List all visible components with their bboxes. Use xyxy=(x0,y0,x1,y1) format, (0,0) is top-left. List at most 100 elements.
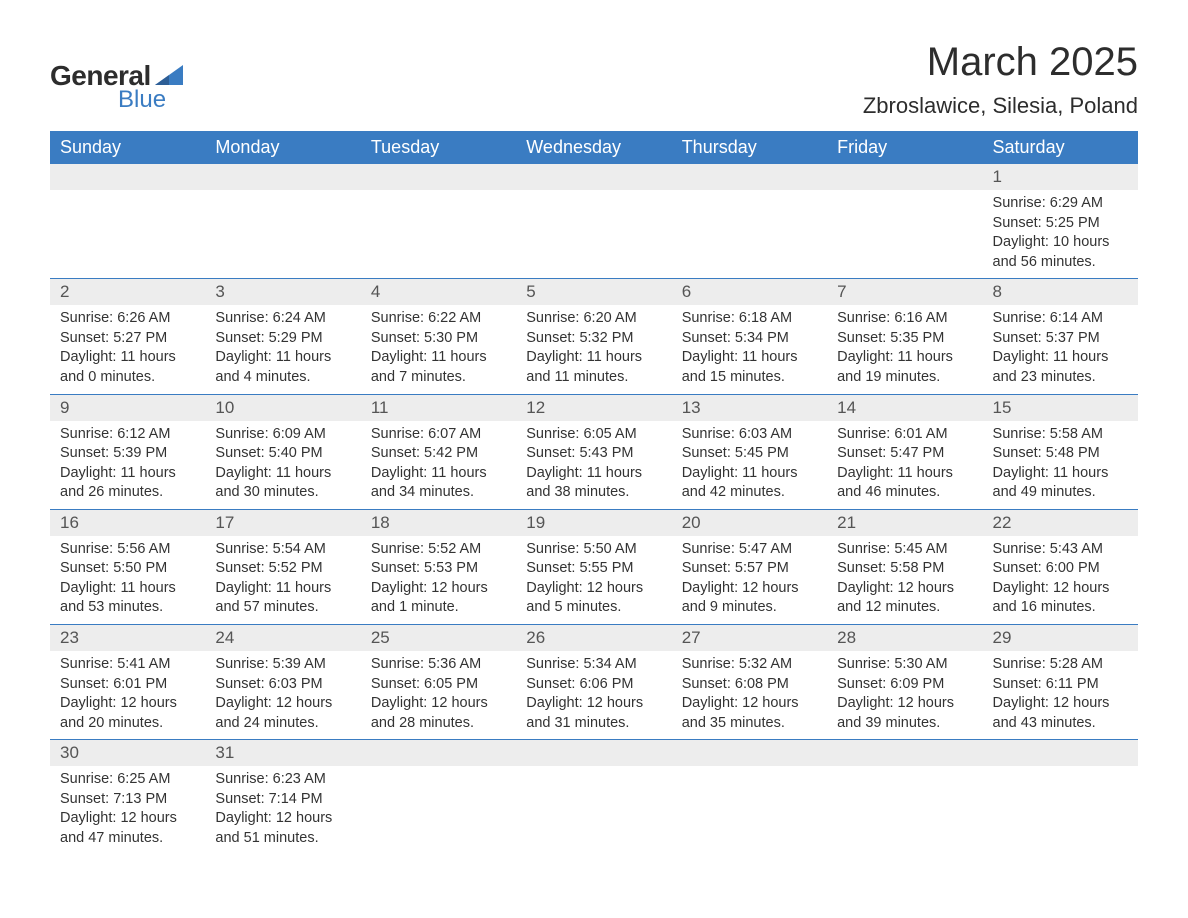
day-number: 5 xyxy=(516,279,671,305)
title-block: March 2025 Zbroslawice, Silesia, Poland xyxy=(863,40,1138,119)
calendar-day-cell: 11Sunrise: 6:07 AMSunset: 5:42 PMDayligh… xyxy=(361,394,516,509)
weekday-header: Tuesday xyxy=(361,131,516,164)
day-details: Sunrise: 5:52 AMSunset: 5:53 PMDaylight:… xyxy=(361,536,516,624)
day-number xyxy=(672,164,827,190)
day-details xyxy=(672,766,827,786)
day-details: Sunrise: 6:22 AMSunset: 5:30 PMDaylight:… xyxy=(361,305,516,393)
calendar-day-cell: 1Sunrise: 6:29 AMSunset: 5:25 PMDaylight… xyxy=(983,164,1138,279)
calendar-day-cell: 25Sunrise: 5:36 AMSunset: 6:05 PMDayligh… xyxy=(361,625,516,740)
day-details: Sunrise: 5:39 AMSunset: 6:03 PMDaylight:… xyxy=(205,651,360,739)
calendar-week-row: 23Sunrise: 5:41 AMSunset: 6:01 PMDayligh… xyxy=(50,625,1138,740)
calendar-day-cell: 13Sunrise: 6:03 AMSunset: 5:45 PMDayligh… xyxy=(672,394,827,509)
day-number xyxy=(983,740,1138,766)
calendar-week-row: 9Sunrise: 6:12 AMSunset: 5:39 PMDaylight… xyxy=(50,394,1138,509)
day-details: Sunrise: 6:29 AMSunset: 5:25 PMDaylight:… xyxy=(983,190,1138,278)
day-details: Sunrise: 6:26 AMSunset: 5:27 PMDaylight:… xyxy=(50,305,205,393)
day-number: 14 xyxy=(827,395,982,421)
calendar-day-cell xyxy=(827,164,982,279)
day-number xyxy=(361,740,516,766)
calendar-day-cell: 6Sunrise: 6:18 AMSunset: 5:34 PMDaylight… xyxy=(672,279,827,394)
day-details xyxy=(361,766,516,786)
calendar-day-cell: 15Sunrise: 5:58 AMSunset: 5:48 PMDayligh… xyxy=(983,394,1138,509)
day-details xyxy=(827,766,982,786)
calendar-day-cell xyxy=(361,740,516,855)
day-number: 2 xyxy=(50,279,205,305)
calendar-day-cell: 10Sunrise: 6:09 AMSunset: 5:40 PMDayligh… xyxy=(205,394,360,509)
day-number: 21 xyxy=(827,510,982,536)
month-title: March 2025 xyxy=(863,40,1138,85)
day-details xyxy=(827,190,982,210)
day-number: 20 xyxy=(672,510,827,536)
day-details xyxy=(672,190,827,210)
calendar-day-cell: 26Sunrise: 5:34 AMSunset: 6:06 PMDayligh… xyxy=(516,625,671,740)
day-details: Sunrise: 5:36 AMSunset: 6:05 PMDaylight:… xyxy=(361,651,516,739)
day-details: Sunrise: 5:30 AMSunset: 6:09 PMDaylight:… xyxy=(827,651,982,739)
day-number xyxy=(672,740,827,766)
calendar-day-cell: 22Sunrise: 5:43 AMSunset: 6:00 PMDayligh… xyxy=(983,509,1138,624)
calendar-day-cell xyxy=(672,740,827,855)
calendar-day-cell: 5Sunrise: 6:20 AMSunset: 5:32 PMDaylight… xyxy=(516,279,671,394)
logo-text-blue: Blue xyxy=(118,86,166,114)
calendar-day-cell: 29Sunrise: 5:28 AMSunset: 6:11 PMDayligh… xyxy=(983,625,1138,740)
day-number: 28 xyxy=(827,625,982,651)
day-number: 19 xyxy=(516,510,671,536)
weekday-header: Monday xyxy=(205,131,360,164)
calendar-day-cell: 2Sunrise: 6:26 AMSunset: 5:27 PMDaylight… xyxy=(50,279,205,394)
calendar-day-cell: 9Sunrise: 6:12 AMSunset: 5:39 PMDaylight… xyxy=(50,394,205,509)
day-number: 1 xyxy=(983,164,1138,190)
calendar-table: Sunday Monday Tuesday Wednesday Thursday… xyxy=(50,131,1138,855)
day-number: 10 xyxy=(205,395,360,421)
day-number: 25 xyxy=(361,625,516,651)
day-details: Sunrise: 5:41 AMSunset: 6:01 PMDaylight:… xyxy=(50,651,205,739)
calendar-day-cell: 4Sunrise: 6:22 AMSunset: 5:30 PMDaylight… xyxy=(361,279,516,394)
day-number xyxy=(516,164,671,190)
weekday-header: Friday xyxy=(827,131,982,164)
day-details xyxy=(983,766,1138,786)
calendar-day-cell xyxy=(516,164,671,279)
calendar-day-cell: 21Sunrise: 5:45 AMSunset: 5:58 PMDayligh… xyxy=(827,509,982,624)
calendar-week-row: 30Sunrise: 6:25 AMSunset: 7:13 PMDayligh… xyxy=(50,740,1138,855)
calendar-day-cell: 3Sunrise: 6:24 AMSunset: 5:29 PMDaylight… xyxy=(205,279,360,394)
calendar-day-cell: 7Sunrise: 6:16 AMSunset: 5:35 PMDaylight… xyxy=(827,279,982,394)
day-details: Sunrise: 6:03 AMSunset: 5:45 PMDaylight:… xyxy=(672,421,827,509)
day-number: 18 xyxy=(361,510,516,536)
day-number xyxy=(205,164,360,190)
day-number: 12 xyxy=(516,395,671,421)
day-details: Sunrise: 5:34 AMSunset: 6:06 PMDaylight:… xyxy=(516,651,671,739)
weekday-header: Sunday xyxy=(50,131,205,164)
calendar-day-cell xyxy=(983,740,1138,855)
calendar-day-cell: 24Sunrise: 5:39 AMSunset: 6:03 PMDayligh… xyxy=(205,625,360,740)
calendar-week-row: 16Sunrise: 5:56 AMSunset: 5:50 PMDayligh… xyxy=(50,509,1138,624)
weekday-header: Wednesday xyxy=(516,131,671,164)
location: Zbroslawice, Silesia, Poland xyxy=(863,93,1138,119)
day-number: 30 xyxy=(50,740,205,766)
day-number: 22 xyxy=(983,510,1138,536)
day-number: 29 xyxy=(983,625,1138,651)
day-number: 27 xyxy=(672,625,827,651)
day-number: 17 xyxy=(205,510,360,536)
day-number xyxy=(50,164,205,190)
weekday-header: Saturday xyxy=(983,131,1138,164)
day-number: 7 xyxy=(827,279,982,305)
calendar-day-cell xyxy=(361,164,516,279)
day-details: Sunrise: 5:32 AMSunset: 6:08 PMDaylight:… xyxy=(672,651,827,739)
day-details: Sunrise: 5:28 AMSunset: 6:11 PMDaylight:… xyxy=(983,651,1138,739)
day-details: Sunrise: 6:01 AMSunset: 5:47 PMDaylight:… xyxy=(827,421,982,509)
calendar-day-cell: 17Sunrise: 5:54 AMSunset: 5:52 PMDayligh… xyxy=(205,509,360,624)
calendar-day-cell: 16Sunrise: 5:56 AMSunset: 5:50 PMDayligh… xyxy=(50,509,205,624)
day-details xyxy=(50,190,205,210)
calendar-day-cell: 28Sunrise: 5:30 AMSunset: 6:09 PMDayligh… xyxy=(827,625,982,740)
day-number: 6 xyxy=(672,279,827,305)
day-number: 8 xyxy=(983,279,1138,305)
day-number: 3 xyxy=(205,279,360,305)
calendar-day-cell xyxy=(50,164,205,279)
weekday-header: Thursday xyxy=(672,131,827,164)
day-details: Sunrise: 6:07 AMSunset: 5:42 PMDaylight:… xyxy=(361,421,516,509)
calendar-day-cell: 31Sunrise: 6:23 AMSunset: 7:14 PMDayligh… xyxy=(205,740,360,855)
calendar-day-cell: 8Sunrise: 6:14 AMSunset: 5:37 PMDaylight… xyxy=(983,279,1138,394)
day-number xyxy=(827,740,982,766)
calendar-week-row: 2Sunrise: 6:26 AMSunset: 5:27 PMDaylight… xyxy=(50,279,1138,394)
day-details: Sunrise: 6:16 AMSunset: 5:35 PMDaylight:… xyxy=(827,305,982,393)
day-details: Sunrise: 6:23 AMSunset: 7:14 PMDaylight:… xyxy=(205,766,360,854)
day-number: 15 xyxy=(983,395,1138,421)
